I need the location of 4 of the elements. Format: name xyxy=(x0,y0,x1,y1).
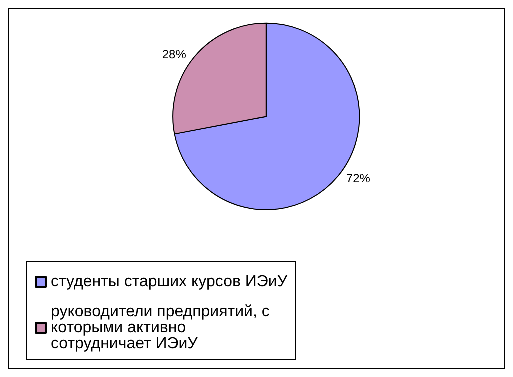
data-label: 72% xyxy=(346,172,371,186)
legend-label: студенты старших курсов ИЭиУ xyxy=(51,274,288,290)
data-label: 28% xyxy=(162,48,187,62)
legend-label: руководители предприятий, с которыми активно сотрудничает ИЭиУ xyxy=(51,304,274,352)
